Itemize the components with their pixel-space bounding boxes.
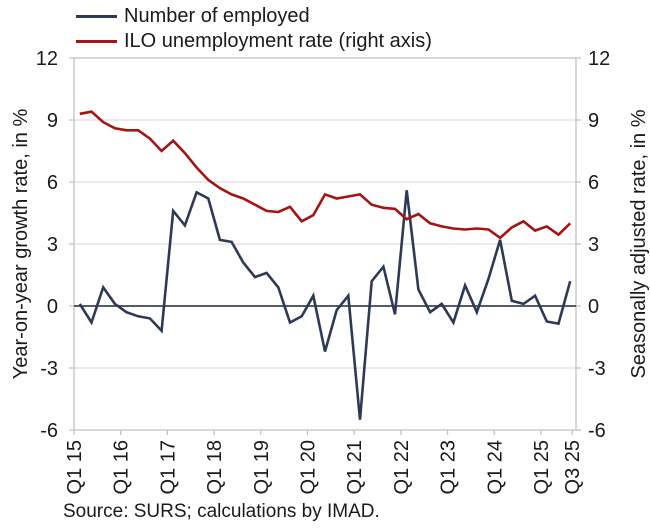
x-label-Q1-22: Q1 22 [391, 440, 413, 494]
y-right-label-6: 6 [588, 172, 599, 194]
source-note: Source: SURS; calculations by IMAD. [63, 501, 380, 522]
y-left-label-0: 0 [47, 296, 58, 318]
x-label-Q1-24: Q1 24 [484, 440, 506, 494]
y-right-label-3: 3 [588, 234, 599, 256]
y-left-label--6: -6 [40, 420, 58, 442]
y-left-label-3: 3 [47, 234, 58, 256]
x-label-Q1-23: Q1 23 [438, 440, 460, 494]
y-right-label-9: 9 [588, 110, 599, 132]
left-axis-title: Year-on-year growth rate, in % [10, 109, 32, 380]
employed-line-swatch [76, 14, 117, 19]
x-axis-tick-labels: Q1 15 Q1 16 Q1 17 Q1 18 Q1 19 Q1 20 Q1 21 Q1 22… [64, 440, 584, 494]
y-left-label-9: 9 [47, 110, 58, 132]
y-left-label-12: 12 [36, 48, 58, 70]
y-right-label-0: 0 [588, 296, 599, 318]
x-label-Q3-25: Q3 25 [562, 440, 584, 494]
legend-label-unemployment: ILO unemployment rate (right axis) [124, 30, 432, 52]
axis-tick-marks [69, 57, 581, 435]
legend-item-employed: Number of employed [76, 4, 432, 29]
x-label-Q1-18: Q1 18 [204, 440, 226, 494]
y-left-label-6: 6 [47, 172, 58, 194]
legend: Number of employed ILO unemployment rate… [76, 4, 432, 54]
unemployment-series-line [79, 110, 572, 240]
legend-item-unemployment: ILO unemployment rate (right axis) [76, 29, 432, 54]
x-label-Q1-17: Q1 17 [157, 440, 179, 494]
right-axis-title: Seasonally adjusted rate, in % [628, 109, 650, 378]
y-left-label--3: -3 [40, 358, 58, 380]
x-label-Q1-21: Q1 21 [344, 440, 366, 494]
y-right-label-12: 12 [588, 48, 610, 70]
x-label-Q1-15: Q1 15 [64, 440, 86, 494]
y-axis-right-tick-labels: 12 9 6 3 0 -3 -6 [588, 48, 610, 442]
y-right-label--6: -6 [588, 420, 606, 442]
legend-label-employed: Number of employed [124, 5, 310, 27]
x-label-Q1-25: Q1 25 [531, 440, 553, 494]
y-right-label--3: -3 [588, 358, 606, 380]
x-label-Q1-20: Q1 20 [297, 440, 319, 494]
x-label-Q1-16: Q1 16 [111, 440, 133, 494]
x-label-Q1-19: Q1 19 [251, 440, 273, 494]
unemployment-line-swatch [76, 39, 117, 44]
employed-series-line [78, 190, 572, 420]
y-axis-left-tick-labels: 12 9 6 3 0 -3 -6 [36, 48, 58, 442]
